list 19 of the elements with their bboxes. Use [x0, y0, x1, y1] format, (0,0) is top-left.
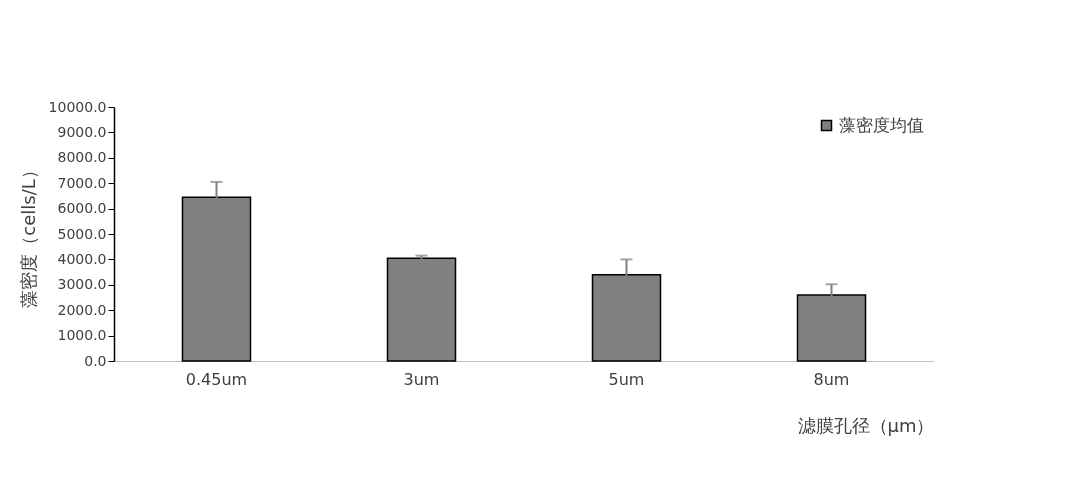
y-tick-label: 2000.0: [57, 301, 107, 318]
y-tick-label: 0.0: [84, 352, 107, 369]
y-tick-label: 10000.0: [48, 98, 107, 115]
x-tick-label: 5um: [608, 369, 645, 389]
y-tick-label: 1000.0: [57, 327, 107, 344]
y-tick-label: 4000.0: [57, 250, 107, 267]
y-tick-label: 8000.0: [57, 149, 107, 166]
y-axis-title: 藻密度（cells/L）: [17, 161, 39, 308]
x-tick-label: 0.45um: [185, 369, 248, 389]
y-tick-label: 3000.0: [57, 276, 107, 293]
x-axis-title: 滤膜孔径（μm）: [797, 414, 935, 436]
x-tick-label: 3um: [403, 369, 440, 389]
y-tick-label: 5000.0: [57, 225, 107, 242]
y-tick-label: 6000.0: [57, 200, 107, 217]
legend-label: 藻密度均值: [839, 114, 924, 135]
y-tick-label: 9000.0: [57, 123, 107, 140]
bar: [386, 257, 457, 362]
x-tick-label: 8um: [813, 369, 850, 389]
y-tick-label: 7000.0: [57, 174, 107, 191]
